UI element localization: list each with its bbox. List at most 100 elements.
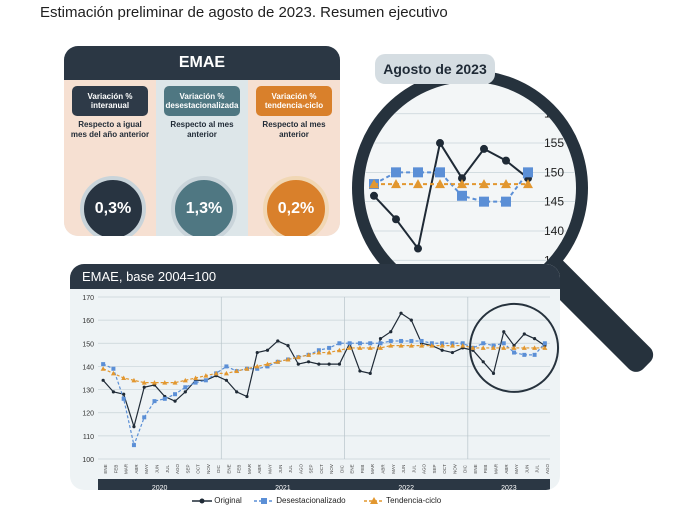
point-desest — [347, 341, 352, 346]
point-original — [142, 385, 146, 389]
point-tendencia — [480, 345, 486, 350]
point-tendencia — [234, 368, 240, 374]
point-tendencia — [265, 361, 270, 367]
x-tick-label: NOV — [452, 464, 457, 474]
year-label: 2023 — [501, 485, 517, 490]
point-original — [255, 350, 259, 355]
point-desest — [378, 341, 383, 346]
point-desest — [542, 341, 547, 346]
point-tendencia — [162, 380, 168, 385]
point-desest — [399, 338, 404, 343]
zoom-y-tick: 160 — [544, 107, 564, 121]
y-tick-label: 140 — [82, 364, 94, 371]
legend-tendencia: Tendencia-ciclo — [364, 494, 441, 508]
point-desest — [121, 396, 126, 401]
point-original — [317, 362, 321, 366]
point-desest — [512, 350, 517, 355]
point-original — [337, 362, 342, 366]
point-desest — [162, 396, 167, 401]
x-tick-label: JUN — [524, 465, 529, 474]
point-original — [409, 318, 413, 322]
value-desest: 1,3% — [171, 176, 237, 236]
value-interanual: 0,3% — [80, 176, 146, 236]
point-original — [440, 348, 444, 352]
point-original — [173, 399, 177, 403]
zoom-point-desest — [435, 167, 445, 178]
col-header-tendencia: Variación % tendencia-ciclo — [256, 86, 332, 116]
x-tick-label: DIC — [463, 464, 468, 473]
zoom-point-original — [392, 215, 400, 224]
legend-original-swatch — [192, 498, 212, 504]
x-tick-label: OCT — [196, 464, 201, 474]
point-desest — [501, 341, 506, 346]
point-original — [276, 339, 280, 343]
point-original — [265, 348, 270, 352]
main-chart: 170 160 150 140 130 120 110 100 ENE FEB MAR ABR MAY J… — [82, 295, 560, 490]
emae-summary-card: EMAE Variación % interanual Respecto a i… — [64, 46, 340, 236]
point-original — [327, 362, 331, 366]
emae-col-desest: Variación % desestacionalizada Respecto … — [156, 80, 248, 236]
point-tendencia — [511, 345, 517, 350]
zoom-point-desest — [413, 167, 423, 178]
chart-header: EMAE, base 2004=100 — [70, 264, 560, 289]
x-tick-label: AGO — [422, 464, 427, 475]
point-original — [481, 360, 485, 364]
x-tick-label: MAY — [514, 464, 519, 473]
point-desest — [265, 364, 270, 369]
year-label: 2022 — [398, 485, 414, 490]
zoom-y-tick: 145 — [544, 195, 564, 209]
emae-chart-card: EMAE, base 2004=100 170 160 150 140 130 120 11… — [70, 264, 560, 490]
x-tick-label: SEP — [432, 464, 437, 473]
x-tick-label: AGO — [545, 464, 550, 475]
point-tendencia — [326, 350, 332, 355]
x-tick-label: ENE — [103, 464, 108, 473]
zoom-point-tendencia — [369, 179, 379, 189]
zoom-y-tick: 150 — [544, 165, 564, 179]
zoom-point-tendencia — [391, 179, 401, 189]
zoom-point-tendencia — [479, 179, 489, 189]
zoom-point-original — [480, 144, 488, 153]
x-tick-label: FEB — [483, 465, 488, 474]
zoom-highlight-ring — [469, 302, 560, 393]
page-title: Estimación preliminar de agosto de 2023.… — [40, 4, 448, 21]
y-tick-label: 110 — [83, 434, 94, 441]
point-tendencia — [367, 345, 373, 350]
zoom-series-0 — [373, 140, 529, 251]
y-tick-label: 100 — [82, 457, 94, 464]
point-original — [306, 360, 311, 364]
col-desc-interanual: Respecto a igual mes del año anterior — [70, 120, 150, 139]
point-tendencia — [419, 343, 425, 348]
point-original — [450, 350, 455, 355]
x-tick-label: OCT — [319, 464, 324, 474]
point-desest — [337, 341, 342, 346]
value-tendencia: 0,2% — [263, 176, 329, 236]
x-tick-label: NOV — [206, 464, 211, 474]
point-tendencia — [316, 350, 322, 355]
legend-desest-swatch — [254, 498, 274, 504]
legend-desest: Desestacionalizado — [254, 494, 346, 508]
point-tendencia — [244, 366, 250, 371]
point-desest — [388, 338, 393, 343]
x-tick-label: JUL — [165, 465, 170, 473]
point-tendencia — [521, 345, 527, 350]
x-tick-label: ENE — [350, 464, 355, 473]
x-tick-label: ABR — [257, 464, 262, 474]
point-desest — [152, 399, 157, 404]
x-tick-label: DIC — [216, 464, 221, 473]
emae-col-interanual: Variación % interanual Respecto a igual … — [64, 80, 156, 236]
point-tendencia — [306, 352, 312, 357]
point-original — [101, 378, 105, 382]
point-tendencia — [532, 345, 538, 350]
point-desest — [522, 352, 527, 357]
point-original — [368, 371, 372, 375]
point-tendencia — [378, 345, 383, 350]
legend-original-label: Original — [214, 496, 242, 506]
col-desc-tendencia: Respecto al mes anterior — [262, 120, 326, 139]
point-tendencia — [388, 343, 394, 348]
x-tick-label: MAR — [247, 463, 252, 474]
x-tick-label: MAR — [370, 463, 375, 474]
point-original — [122, 392, 126, 396]
zoom-point-desest — [391, 167, 401, 178]
zoom-point-tendencia — [501, 179, 511, 189]
point-desest — [183, 385, 188, 390]
